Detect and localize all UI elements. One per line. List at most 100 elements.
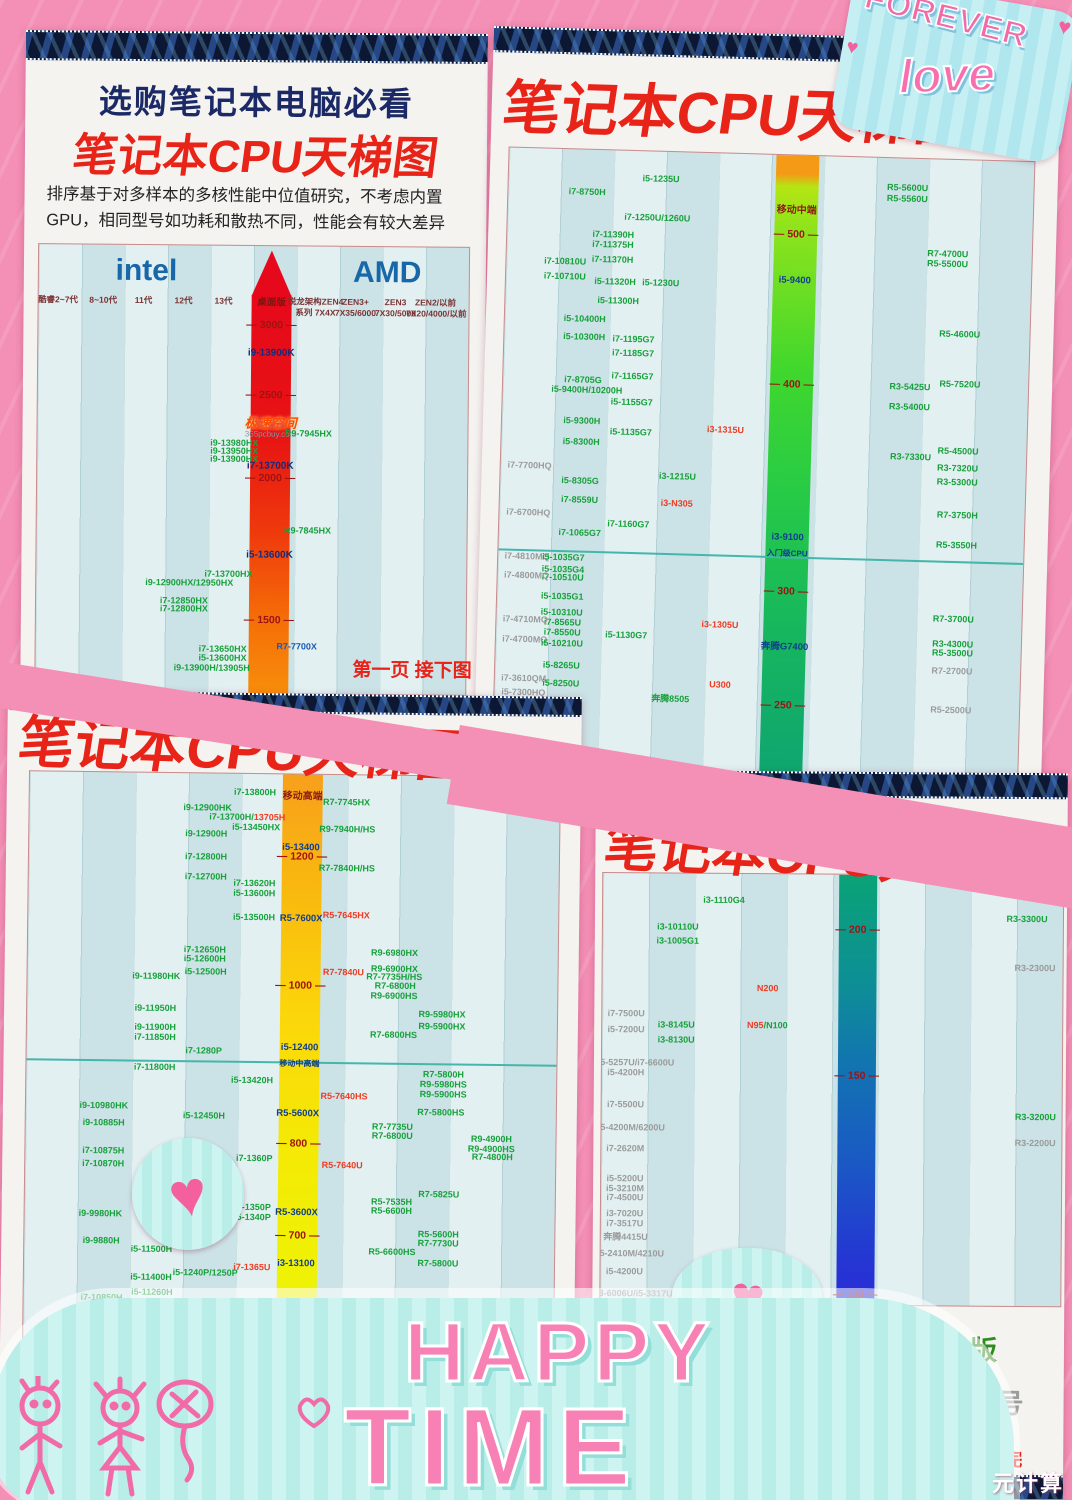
cpu-label: AMD — [352, 255, 422, 290]
cpu-label: R9-5980HX — [418, 1009, 466, 1020]
cpu-label: N200 — [756, 983, 779, 994]
heart-icon: ♥ — [1056, 13, 1072, 41]
cpu-label: i7-13620H — [233, 877, 276, 889]
cpu-label: i9-10980HK — [79, 1100, 129, 1111]
cpu-label: i9-9880H — [82, 1235, 120, 1246]
cpu-label: R9-7945HX — [284, 428, 332, 439]
tier-chart-page4: 200150100i3-1110G4R3-3300Ui3-10110Ui3-10… — [599, 872, 1065, 1308]
cpu-label: i5-8250U — [542, 677, 580, 689]
cpu-label: i5-13500H — [232, 911, 276, 923]
cpu-label: 8~10代 — [89, 294, 118, 305]
cpu-label: R5-7600X — [279, 913, 323, 925]
cpu-label: i9-13900K — [247, 347, 295, 359]
axis-tick: 150 — [834, 1069, 879, 1082]
tier-column — [759, 154, 820, 780]
cpu-label: 入门级CPU — [766, 548, 808, 559]
cpu-label: R5-4600U — [939, 328, 981, 340]
cpu-label: i3-1005G1 — [656, 935, 700, 946]
cpu-label: i7-13700H/13705H — [209, 811, 286, 823]
cpu-label: i9-12900H — [185, 828, 228, 839]
cpu-label: i5-9400 — [778, 274, 812, 287]
tier-chart-page1: 3000 2500 2000 1500 intel AMD 桌面版 酷睿2~7代 8~10代 11… — [34, 243, 471, 696]
cpu-label: i5-8300H — [562, 436, 600, 448]
cpu-label: i7-12800HX — [159, 603, 208, 614]
cpu-label: R5-6600HS — [368, 1246, 416, 1258]
axis-tick: 1000 — [275, 979, 326, 992]
cpu-label: 7X20/4000/以前 — [406, 308, 467, 319]
cpu-label: i5-12400 — [280, 1042, 319, 1054]
cpu-label: i7-1195G7 — [612, 333, 655, 345]
cpu-label: i7-10875H — [82, 1144, 125, 1156]
cpu-label: i5-5200U — [606, 1172, 644, 1184]
cpu-label: R5-6600H — [370, 1205, 412, 1217]
cpu-label: i7-1185G7 — [611, 347, 655, 359]
cpu-label: i5-7200U — [607, 1024, 645, 1035]
cpu-label: i7-12800H — [184, 851, 228, 862]
cpu-label: i7-3610QM — [501, 672, 547, 684]
time-text: TIME — [343, 1385, 639, 1500]
cpu-label: i5-10300H — [563, 331, 606, 343]
cpu-label: R5-3500U — [931, 647, 974, 659]
cpu-label: R7-7730U — [417, 1238, 459, 1250]
happy-time-sticker: HAPPY TIME — [0, 1298, 1014, 1500]
cpu-label: R7-5825U — [418, 1188, 460, 1200]
cpu-label: i5-11260H — [131, 1286, 173, 1298]
cpu-label: i7-5500U — [607, 1098, 645, 1110]
cpu-label: R7-7840U — [322, 967, 365, 978]
cpu-label: R3-2300U — [1014, 962, 1056, 974]
cpu-label: 奔腾8505 — [651, 693, 690, 705]
page-label-1: 第一页 接下图 — [352, 659, 472, 682]
cpu-label: R5-3550H — [935, 539, 978, 551]
cpu-label: i5-13600HX — [198, 652, 247, 664]
cpu-label: i7-13800H — [233, 787, 277, 798]
cpu-label: i7-8559U — [560, 494, 599, 506]
cpu-label: R7-5800H — [422, 1069, 465, 1080]
cpu-label: i7-1365U — [233, 1262, 271, 1273]
cpu-label: R7-6800HS — [369, 1029, 418, 1040]
cpu-label: R3-7320U — [936, 462, 979, 474]
cpu-label: i9-12900HX/12950HX — [145, 577, 234, 588]
intro-desc-line1: 排序基于对多样本的多核性能中位值研究，不考虑内置 — [46, 185, 443, 207]
cpu-label: i7-1065G7 — [558, 527, 602, 539]
cpu-label: i7-1165G7 — [611, 370, 654, 382]
cpu-label: i7-2620M — [606, 1143, 645, 1154]
cpu-label: i7-8550U — [543, 626, 581, 638]
cpu-label: i7-11375H — [592, 238, 634, 250]
cpu-label: ZEN3 — [384, 297, 407, 308]
cpu-label: R7-3750H — [936, 509, 978, 521]
cpu-label: R7-2700U — [931, 665, 973, 677]
axis-tick: 400 — [769, 378, 814, 391]
cpu-label: i9-13900H/13905H — [173, 662, 250, 673]
cpu-label: i5-5257U/i7-6600U — [599, 1057, 675, 1068]
cpu-label: R5-3600X — [275, 1206, 318, 1219]
axis-tick: 500 — [774, 228, 819, 241]
cpu-label: i9-10885H — [82, 1117, 125, 1128]
intro-red-title: 笔记本CPU天梯图 — [69, 129, 442, 184]
cpu-label: i3-9100 — [771, 531, 804, 544]
cpu-label: R3-5300U — [936, 476, 978, 488]
cpu-label: R7-6800U — [371, 1130, 413, 1142]
cpu-label: i5-1135G7 — [609, 426, 653, 438]
cpu-label: i9-11900H — [134, 1021, 176, 1032]
axis-tick: 300 — [764, 585, 809, 598]
cpu-label: i5-13450HX — [232, 821, 281, 833]
cpu-label: R7-3700U — [932, 613, 975, 625]
axis-tick: 700 — [275, 1229, 320, 1242]
tier-column — [836, 874, 878, 1305]
site-watermark: 元计算 — [991, 1471, 1064, 1496]
cpu-label: i5-8305G — [561, 474, 600, 486]
cpu-label: i7-4710MQ — [502, 613, 548, 625]
cpu-label: i5-10210U — [540, 637, 584, 649]
cpu-label: R7-5800HS — [417, 1106, 465, 1118]
cpu-label: 7X35/6000 — [334, 307, 377, 318]
cpu-label: 酷睿2~7代 — [37, 294, 78, 305]
circuit-strip — [25, 30, 488, 65]
cpu-label: i7-7700HQ — [507, 459, 552, 471]
cpu-label: i9-9980HK — [78, 1207, 123, 1219]
cpu-label: i3-1110G4 — [703, 894, 745, 905]
cpu-label: 11代 — [134, 294, 153, 306]
cpu-label: R9-7940H/HS — [319, 823, 376, 835]
cpu-label: i5-13600K — [246, 549, 293, 561]
cpu-label: R5-5560U — [886, 192, 928, 205]
